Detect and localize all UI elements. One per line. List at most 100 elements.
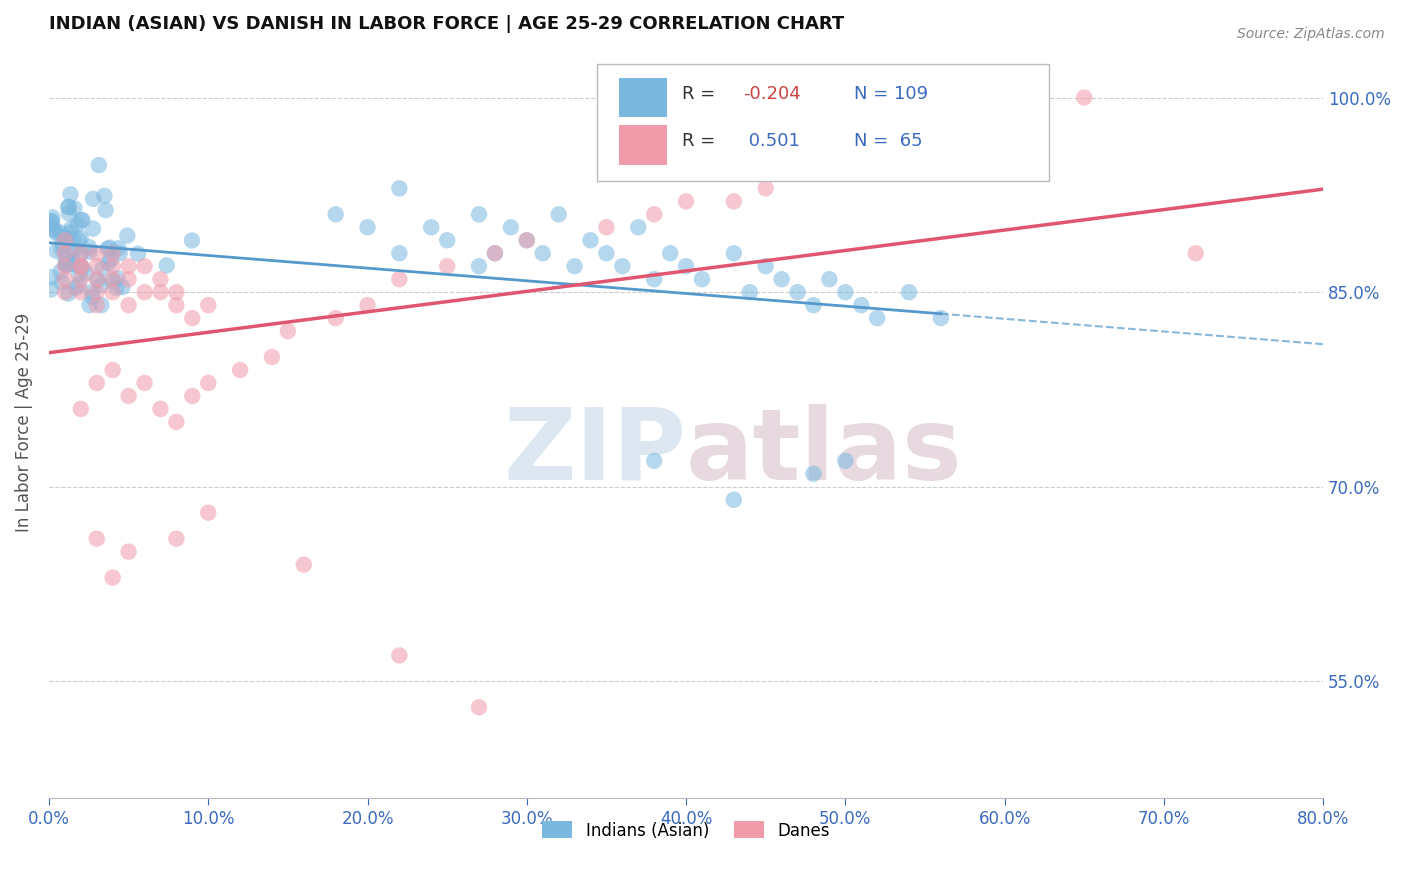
Point	[834, 285, 856, 300]
Point	[165, 285, 187, 300]
Text: R =: R =	[682, 85, 721, 103]
Point	[56, 286, 79, 301]
Point	[388, 246, 411, 260]
Point	[79, 298, 101, 312]
Point	[643, 454, 665, 468]
Point	[277, 324, 299, 338]
Point	[63, 202, 86, 216]
Point	[531, 246, 554, 260]
Point	[59, 257, 82, 271]
Point	[675, 194, 697, 209]
Point	[59, 257, 82, 271]
Point	[292, 558, 315, 572]
Point	[45, 244, 67, 258]
Point	[786, 285, 808, 300]
Point	[105, 271, 128, 285]
Point	[41, 270, 63, 285]
Point	[55, 231, 77, 245]
Point	[101, 285, 124, 300]
Point	[436, 233, 458, 247]
Point	[388, 181, 411, 195]
Point	[134, 285, 156, 300]
Point	[51, 226, 73, 240]
Point	[149, 401, 172, 416]
Point	[134, 259, 156, 273]
Point	[69, 246, 91, 260]
Point	[818, 272, 841, 286]
Point	[770, 272, 793, 286]
Text: Source: ZipAtlas.com: Source: ZipAtlas.com	[1237, 27, 1385, 41]
Point	[117, 389, 139, 403]
Point	[803, 298, 825, 312]
Point	[755, 181, 778, 195]
Point	[53, 285, 76, 300]
Point	[564, 259, 586, 273]
Point	[93, 189, 115, 203]
Point	[643, 207, 665, 221]
Text: INDIAN (ASIAN) VS DANISH IN LABOR FORCE | AGE 25-29 CORRELATION CHART: INDIAN (ASIAN) VS DANISH IN LABOR FORCE …	[49, 15, 844, 33]
Point	[1073, 90, 1095, 104]
Point	[53, 233, 76, 247]
Y-axis label: In Labor Force | Age 25-29: In Labor Force | Age 25-29	[15, 312, 32, 532]
Point	[436, 259, 458, 273]
Point	[101, 272, 124, 286]
Point	[834, 454, 856, 468]
Text: atlas: atlas	[686, 403, 963, 500]
Text: 0.501: 0.501	[744, 132, 800, 150]
Point	[117, 544, 139, 558]
Point	[86, 376, 108, 390]
Point	[91, 261, 114, 276]
Point	[86, 298, 108, 312]
Point	[66, 218, 89, 232]
Point	[914, 155, 936, 169]
Point	[356, 298, 378, 312]
Point	[117, 298, 139, 312]
Point	[51, 276, 73, 290]
Point	[41, 218, 63, 232]
Point	[134, 376, 156, 390]
Point	[181, 234, 204, 248]
Text: -0.204: -0.204	[744, 85, 801, 103]
Point	[356, 220, 378, 235]
Point	[51, 242, 73, 256]
Point	[117, 259, 139, 273]
Point	[69, 272, 91, 286]
Point	[100, 252, 122, 266]
Point	[929, 311, 952, 326]
Point	[69, 259, 91, 273]
Point	[63, 244, 86, 258]
Point	[58, 206, 80, 220]
Point	[627, 220, 650, 235]
Point	[484, 246, 506, 260]
FancyBboxPatch shape	[619, 126, 666, 164]
Point	[111, 280, 134, 294]
Point	[53, 259, 76, 273]
Point	[101, 259, 124, 273]
Point	[82, 290, 104, 304]
Point	[41, 214, 63, 228]
Point	[107, 241, 129, 255]
Point	[108, 246, 131, 260]
Point	[229, 363, 252, 377]
Point	[388, 272, 411, 286]
Point	[197, 298, 219, 312]
Point	[62, 254, 84, 268]
Legend: Indians (Asian), Danes: Indians (Asian), Danes	[536, 814, 837, 847]
Point	[69, 231, 91, 245]
Point	[101, 274, 124, 288]
Point	[70, 260, 93, 275]
Point	[260, 350, 283, 364]
Point	[156, 259, 179, 273]
Point	[86, 272, 108, 286]
Point	[325, 207, 347, 221]
Point	[62, 243, 84, 257]
Point	[117, 272, 139, 286]
Point	[58, 200, 80, 214]
Point	[149, 285, 172, 300]
Point	[55, 252, 77, 266]
Point	[39, 283, 62, 297]
Point	[165, 298, 187, 312]
Point	[149, 272, 172, 286]
Point	[388, 648, 411, 663]
Point	[86, 259, 108, 273]
